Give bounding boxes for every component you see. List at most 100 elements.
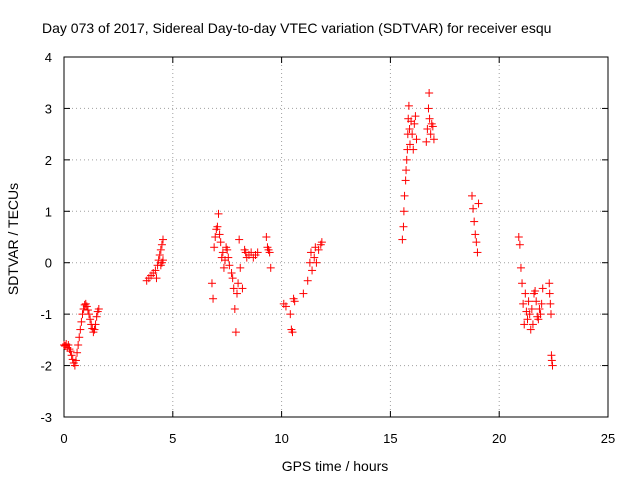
data-point (207, 279, 216, 288)
data-point (471, 230, 480, 239)
data-point (537, 299, 546, 308)
data-point (516, 263, 525, 272)
data-point (423, 125, 432, 133)
data-point (159, 235, 168, 244)
data-point (236, 263, 245, 272)
y-axis-label: SDTVAR / TECUs (5, 183, 21, 295)
data-point (412, 135, 421, 144)
y-tick-label: 3 (45, 101, 52, 116)
data-point (215, 230, 224, 239)
data-point (405, 125, 414, 133)
plot-frame (63, 56, 609, 418)
data-point (546, 310, 555, 319)
x-tick-label: 0 (60, 431, 67, 446)
data-point (548, 361, 557, 370)
data-point (545, 279, 554, 288)
data-point (411, 112, 420, 121)
data-point (527, 305, 536, 313)
y-tick-label: -3 (40, 410, 52, 425)
data-point (474, 199, 483, 208)
data-point (524, 297, 533, 306)
data-point (224, 253, 233, 262)
data-point (400, 191, 409, 200)
data-point (429, 135, 438, 144)
data-point (155, 251, 164, 259)
data-point (65, 345, 74, 354)
data-point (535, 305, 544, 313)
data-point (151, 266, 160, 275)
data-point (209, 294, 218, 303)
data-point (213, 222, 222, 231)
data-point (402, 155, 411, 164)
data-point (94, 305, 103, 313)
data-point (547, 356, 556, 365)
data-point (83, 306, 92, 315)
grid-lines (64, 57, 608, 417)
data-point (402, 166, 411, 175)
data-point (538, 284, 547, 293)
data-point (231, 328, 240, 337)
data-point (73, 348, 82, 357)
data-point (515, 240, 524, 249)
y-tick-label: -1 (40, 307, 52, 322)
data-point (306, 248, 315, 257)
data-point (77, 317, 86, 326)
data-point (234, 279, 243, 288)
data-point (528, 320, 537, 329)
data-point (66, 347, 75, 356)
y-tick-label: 2 (45, 153, 52, 168)
y-axis-ticks: -3 -2 -1 0 1 2 3 4 (40, 50, 608, 425)
data-point (401, 176, 410, 185)
data-point (152, 274, 161, 283)
data-point (424, 104, 433, 113)
x-tick-label: 10 (274, 431, 288, 446)
data-point (545, 289, 554, 298)
data-point (546, 299, 555, 308)
data-point (64, 341, 73, 349)
data-point (157, 240, 166, 249)
data-point (228, 274, 237, 283)
x-axis-label: GPS time / hours (282, 458, 389, 474)
data-point (408, 130, 417, 139)
data-point (266, 263, 275, 272)
data-point (526, 325, 535, 334)
y-tick-label: 4 (45, 50, 52, 65)
data-point (410, 119, 419, 128)
data-point (314, 245, 323, 254)
x-tick-label: 20 (492, 431, 506, 446)
data-point (67, 351, 76, 360)
data-point (82, 302, 91, 311)
x-tick-label: 5 (169, 431, 176, 446)
data-point (156, 245, 165, 254)
data-point (468, 191, 476, 200)
data-point (422, 137, 431, 146)
y-tick-label: 0 (45, 256, 52, 271)
data-point (210, 243, 219, 252)
data-point (85, 310, 94, 319)
data-point (286, 310, 295, 319)
data-point (91, 320, 100, 329)
data-point (514, 233, 523, 241)
data-point (218, 248, 227, 257)
data-point (230, 305, 239, 313)
data-point (525, 310, 534, 319)
data-point (399, 207, 408, 216)
data-point (216, 238, 225, 247)
x-tick-label: 25 (601, 431, 615, 446)
data-point (409, 145, 418, 154)
data-point (68, 355, 77, 364)
x-axis-ticks: 0 5 10 15 20 25 (60, 57, 615, 446)
data-point (211, 233, 220, 241)
data-point (238, 284, 247, 293)
data-point (520, 320, 529, 329)
data-point (317, 238, 326, 247)
data-point (473, 248, 482, 257)
data-point (531, 287, 540, 295)
data-point (227, 269, 236, 277)
data-point (518, 279, 527, 288)
data-point (74, 341, 83, 349)
data-point (428, 122, 437, 131)
data-point (405, 140, 414, 149)
data-point (399, 222, 408, 231)
data-point (521, 289, 530, 298)
